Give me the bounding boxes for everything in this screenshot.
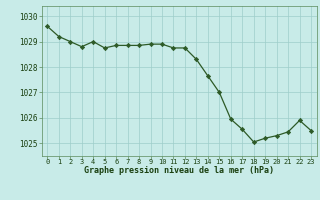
X-axis label: Graphe pression niveau de la mer (hPa): Graphe pression niveau de la mer (hPa) xyxy=(84,166,274,175)
